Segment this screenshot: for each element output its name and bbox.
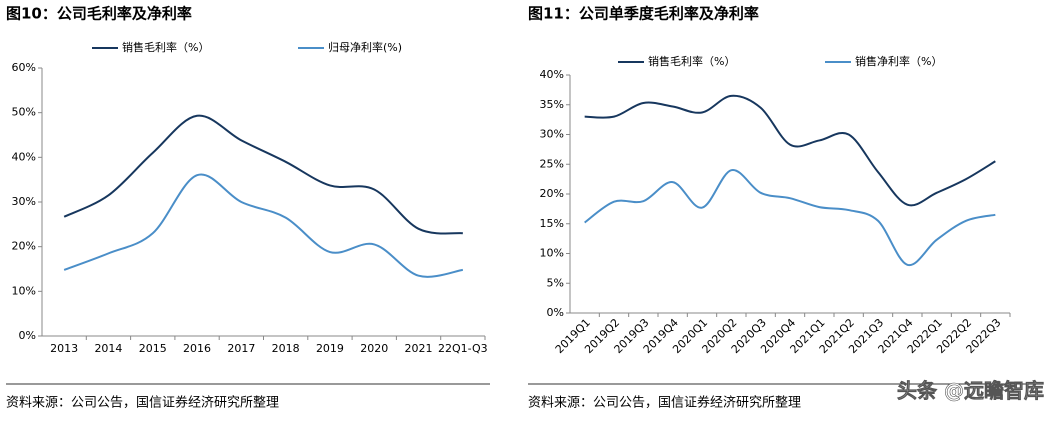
source: 资料来源：公司公告，国信证券经济研究所整理 — [6, 395, 279, 411]
x-tick-label: 2020 — [360, 342, 388, 355]
y-tick-label: 20% — [540, 187, 564, 200]
y-tick-label: 20% — [12, 240, 36, 253]
legend-label: 销售净利率（%） — [855, 54, 942, 68]
y-tick-label: 30% — [540, 128, 564, 141]
y-tick-label: 10% — [540, 247, 564, 260]
series-line — [584, 169, 996, 266]
x-tick-label: 2015 — [139, 342, 167, 355]
x-tick-label: 2021 — [405, 342, 433, 355]
x-tick-label: 2013 — [50, 342, 78, 355]
legend-label: 销售毛利率（%） — [648, 54, 735, 68]
y-tick-label: 40% — [12, 150, 36, 163]
series-line — [63, 114, 463, 235]
x-tick-label: 2018 — [272, 342, 300, 355]
chart-title: 图10：公司毛利率及净利率 — [6, 5, 192, 23]
x-tick-label: 2014 — [94, 342, 122, 355]
y-tick-label: 15% — [540, 217, 564, 230]
x-tick-label: 22Q1-Q3 — [438, 342, 488, 355]
y-tick-label: 35% — [540, 98, 564, 111]
x-tick-label: 2016 — [183, 342, 211, 355]
chart-title: 图11：公司单季度毛利率及净利率 — [528, 5, 759, 23]
y-tick-label: 0% — [19, 329, 36, 342]
y-tick-label: 5% — [547, 276, 564, 289]
y-tick-label: 25% — [540, 157, 564, 170]
y-tick-label: 40% — [540, 68, 564, 81]
series-line — [584, 94, 996, 207]
source: 资料来源：公司公告，国信证券经济研究所整理 — [528, 395, 801, 411]
y-tick-label: 60% — [12, 61, 36, 74]
legend-label: 销售毛利率（%） — [122, 40, 209, 54]
x-tick-label: 2019 — [316, 342, 344, 355]
watermark: 头条 @远瞻智库 — [897, 379, 1044, 403]
legend-label: 归母净利率(%) — [328, 40, 402, 54]
y-tick-label: 0% — [547, 306, 564, 319]
series-line — [63, 173, 464, 278]
y-tick-label: 50% — [12, 106, 36, 119]
y-tick-label: 10% — [12, 284, 36, 297]
x-tick-label: 2017 — [227, 342, 255, 355]
y-tick-label: 30% — [12, 195, 36, 208]
